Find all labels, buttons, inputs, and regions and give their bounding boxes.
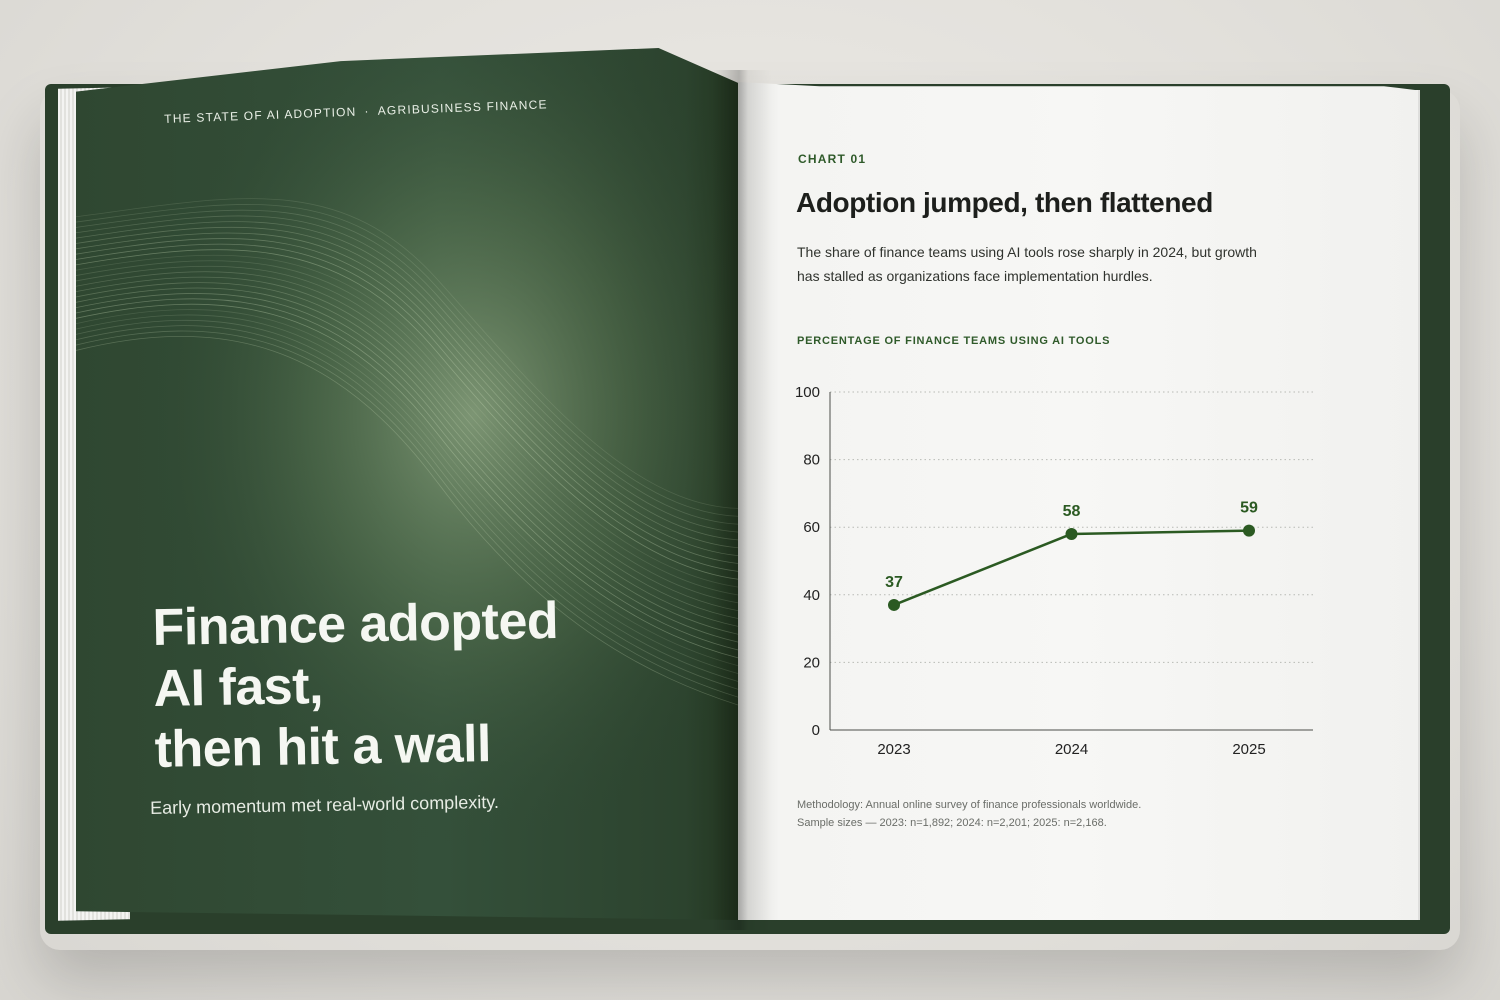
wave-line — [76, 298, 738, 655]
headline: Finance adopted AI fast, then hit a wall — [152, 591, 561, 781]
wave-line — [76, 293, 738, 647]
wave-line — [76, 287, 738, 638]
series-ai-adoption: 37 58 59 — [885, 500, 1258, 611]
methodology-line-1: Methodology: Annual online survey of fin… — [797, 799, 1142, 811]
wave-line — [76, 254, 738, 590]
methodology-line-2: Sample sizes — 2023: n=1,892; 2024: n=2,… — [797, 817, 1107, 829]
chart-title: Adoption jumped, then flattened — [796, 187, 1213, 218]
y-tick-label: 80 — [803, 452, 820, 469]
wave-line — [76, 330, 738, 703]
wave-line — [76, 221, 738, 541]
data-point — [1243, 524, 1255, 537]
x-tick-label: 2023 — [877, 741, 910, 758]
x-tick-label: 2024 — [1055, 741, 1088, 758]
wave-line — [76, 325, 738, 695]
headline-line-1: Finance adopted — [152, 591, 559, 657]
y-axis-ticks: 0 20 40 60 80 100 — [795, 384, 820, 739]
wave-line — [76, 271, 738, 614]
wave-line — [76, 203, 738, 517]
series-label: PERCENTAGE OF FINANCE TEAMS USING AI TOO… — [797, 335, 1111, 347]
wave-line — [76, 319, 738, 687]
wave-line — [76, 314, 738, 679]
chart-label: CHART 01 — [798, 152, 867, 166]
series-line — [893, 529, 1250, 607]
wave-line — [76, 238, 738, 566]
wave-line — [76, 276, 738, 622]
wave-line — [76, 249, 738, 582]
line-chart: 0 20 40 60 80 100 2023 2024 2025 37 58 59 — [795, 384, 1313, 758]
y-tick-label: 20 — [803, 654, 820, 671]
wave-line — [76, 226, 738, 549]
wave-line — [76, 198, 738, 509]
wave-line — [76, 265, 738, 606]
wave-line — [76, 303, 738, 663]
headline-line-3: then hit a wall — [154, 715, 492, 779]
wave-line — [76, 209, 738, 525]
wave-line — [76, 243, 738, 574]
right-page: CHART 01 Adoption jumped, then flattened… — [738, 82, 1418, 920]
data-point — [1065, 527, 1078, 540]
chart-grid — [830, 391, 1313, 663]
wave-line — [76, 215, 738, 533]
wave-line — [76, 335, 738, 711]
left-page: THE STATE OF AI ADOPTION · AGRIBUSINESS FI… — [76, 48, 738, 920]
wave-illustration — [76, 48, 738, 920]
chart-description: The share of finance teams using AI tool… — [797, 244, 1257, 284]
x-axis-ticks: 2023 2024 2025 — [877, 741, 1265, 758]
data-label: 37 — [885, 574, 903, 591]
wave-line — [76, 260, 738, 598]
data-label: 58 — [1063, 503, 1081, 520]
y-tick-label: 100 — [795, 384, 820, 401]
wave-line — [76, 232, 738, 557]
wave-line — [76, 282, 738, 630]
y-tick-label: 0 — [812, 722, 820, 739]
y-tick-label: 40 — [803, 587, 820, 604]
y-tick-label: 60 — [803, 519, 820, 536]
headline-line-2: AI fast, — [153, 657, 324, 718]
wave-line — [76, 309, 738, 671]
kicker-separator: · — [364, 104, 370, 119]
data-point — [888, 598, 900, 611]
data-label: 59 — [1240, 500, 1258, 517]
x-tick-label: 2025 — [1232, 741, 1265, 758]
methodology-note: Methodology: Annual online survey of fin… — [797, 796, 1297, 832]
